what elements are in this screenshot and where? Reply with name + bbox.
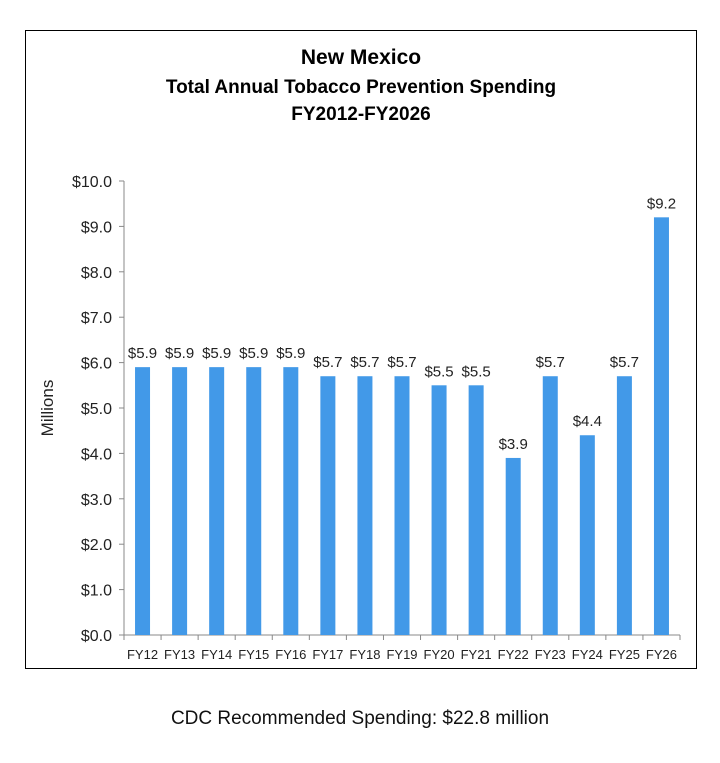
x-tick-label: FY16	[275, 647, 306, 662]
data-label: $5.7	[387, 354, 416, 371]
y-axis-label: Millions	[38, 380, 57, 437]
data-label: $3.9	[499, 436, 528, 453]
x-tick-label: FY13	[164, 647, 195, 662]
bar-fy22	[505, 457, 521, 635]
bar-fy13	[172, 367, 188, 635]
y-tick-label: $2.0	[81, 537, 112, 554]
data-label: $5.7	[313, 354, 342, 371]
data-label: $5.9	[165, 345, 194, 362]
data-label: $5.7	[536, 354, 565, 371]
x-tick-label: FY15	[238, 647, 269, 662]
bar-fy25	[616, 376, 632, 635]
x-tick-label: FY26	[646, 647, 677, 662]
x-tick-label: FY20	[424, 647, 455, 662]
y-tick-label: $3.0	[81, 492, 112, 509]
data-label: $5.5	[462, 363, 491, 380]
bar-fy15	[246, 367, 262, 635]
y-tick-label: $5.0	[81, 401, 112, 418]
x-tick-label: FY25	[609, 647, 640, 662]
y-tick-label: $6.0	[81, 356, 112, 373]
data-label: $5.9	[239, 345, 268, 362]
bar-fy26	[653, 217, 669, 635]
y-tick-label: $8.0	[81, 265, 112, 282]
data-label: $5.9	[202, 345, 231, 362]
y-tick-label: $4.0	[81, 446, 112, 463]
bar-fy21	[468, 385, 484, 635]
x-tick-label: FY18	[349, 647, 380, 662]
bar-fy17	[320, 376, 336, 635]
y-tick-label: $0.0	[81, 628, 112, 645]
x-tick-label: FY22	[498, 647, 529, 662]
data-label: $5.9	[128, 345, 157, 362]
y-tick-label: $1.0	[81, 583, 112, 600]
bar-fy14	[209, 367, 225, 635]
x-tick-label: FY23	[535, 647, 566, 662]
data-label: $9.2	[647, 195, 676, 212]
bar-fy19	[394, 376, 410, 635]
y-tick-label: $10.0	[72, 174, 112, 191]
x-tick-label: FY19	[386, 647, 417, 662]
x-tick-label: FY24	[572, 647, 603, 662]
chart-title: New Mexico	[300, 46, 422, 69]
footer-note: CDC Recommended Spending: $22.8 million	[170, 708, 550, 729]
chart-frame	[25, 30, 697, 669]
bar-fy23	[542, 376, 558, 635]
x-tick-label: FY12	[127, 647, 158, 662]
bar-fy16	[283, 367, 299, 635]
data-label: $4.4	[573, 413, 602, 430]
bar-fy12	[135, 367, 151, 635]
bar-fy20	[431, 385, 447, 635]
y-tick-label: $9.0	[81, 219, 112, 236]
x-tick-label: FY14	[201, 647, 232, 662]
data-label: $5.7	[350, 354, 379, 371]
data-label: $5.9	[276, 345, 305, 362]
x-tick-label: FY21	[461, 647, 492, 662]
data-label: $5.7	[610, 354, 639, 371]
bar-fy24	[579, 435, 595, 635]
bar-fy18	[357, 376, 373, 635]
data-label: $5.5	[424, 363, 453, 380]
y-tick-label: $7.0	[81, 310, 112, 327]
chart-subtitle: Total Annual Tobacco Prevention Spending	[165, 77, 557, 98]
chart-subtitle-years: FY2012-FY2026	[291, 104, 431, 125]
x-tick-label: FY17	[312, 647, 343, 662]
